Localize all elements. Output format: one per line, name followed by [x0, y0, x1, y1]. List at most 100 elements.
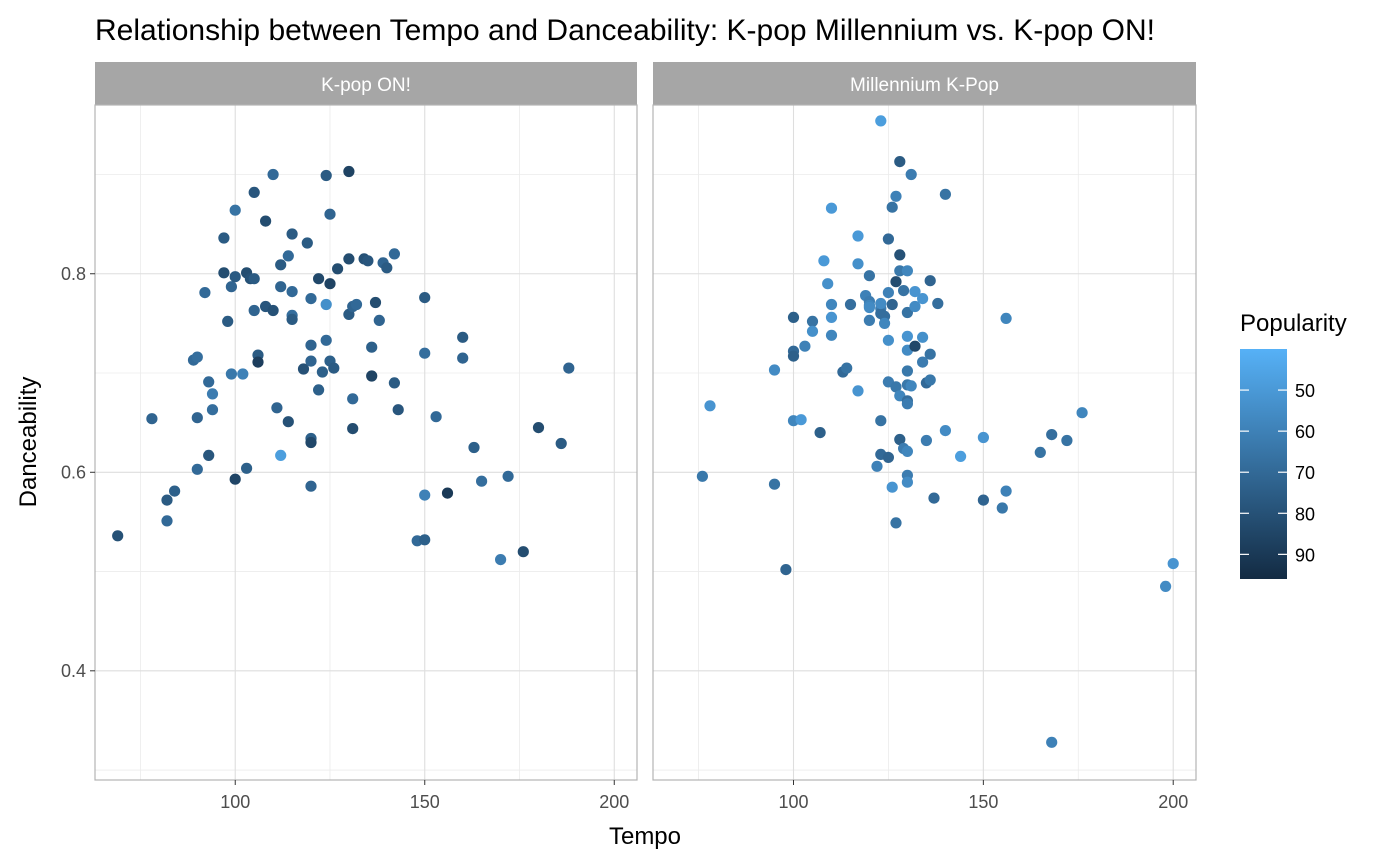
data-point	[939, 188, 952, 200]
legend-colorbar	[1240, 349, 1287, 579]
data-point	[924, 348, 936, 360]
data-point	[768, 478, 781, 490]
data-point	[1000, 485, 1012, 497]
data-point	[146, 413, 158, 425]
data-point	[799, 340, 811, 352]
data-point	[301, 237, 313, 249]
data-point	[996, 502, 1008, 514]
data-point	[863, 270, 876, 282]
legend-tick-label: 50	[1295, 381, 1315, 401]
data-point	[917, 331, 929, 343]
panel-grid-right	[653, 105, 1196, 780]
data-point	[822, 278, 834, 290]
y-axis: 0.4 0.6 0.8	[61, 264, 95, 681]
data-point	[1046, 429, 1058, 441]
data-point	[267, 168, 279, 181]
x-tick-label: 100	[778, 792, 808, 812]
x-tick-label: 100	[220, 792, 250, 812]
data-point	[502, 470, 514, 482]
data-point	[909, 286, 921, 298]
data-point	[882, 287, 895, 299]
data-point	[806, 315, 819, 327]
data-point	[419, 534, 431, 546]
data-point	[362, 255, 374, 267]
data-point	[787, 311, 800, 323]
facet-strip-label-left: K-pop ON!	[321, 75, 411, 96]
data-point	[901, 476, 914, 488]
data-point	[901, 398, 914, 410]
data-point	[191, 463, 203, 475]
data-point	[347, 393, 359, 405]
data-point	[305, 480, 317, 492]
data-point	[316, 366, 328, 378]
data-point	[875, 297, 887, 310]
data-point	[286, 228, 298, 240]
data-point	[305, 355, 317, 367]
data-point	[313, 273, 325, 285]
data-point	[419, 489, 431, 501]
legend-tick-label: 70	[1295, 463, 1315, 483]
data-point	[468, 441, 480, 454]
x-axis-title: Tempo	[609, 823, 681, 850]
data-point	[305, 293, 317, 305]
data-point	[320, 169, 332, 182]
data-point	[328, 362, 340, 374]
x-axis: 100 150 200 100 150 200	[220, 780, 1188, 812]
data-point	[222, 315, 234, 327]
data-point	[419, 292, 431, 304]
data-point	[1061, 434, 1073, 447]
data-point	[825, 329, 838, 341]
panel-border-left	[94, 104, 638, 781]
data-point	[939, 425, 952, 437]
data-point	[343, 165, 355, 178]
data-point	[286, 313, 298, 325]
panel-points-right	[696, 115, 1179, 748]
data-point	[882, 334, 895, 346]
data-point	[924, 275, 936, 287]
data-point	[871, 460, 883, 472]
chart-title: Relationship between Tempo and Danceabil…	[95, 14, 1155, 47]
data-point	[780, 564, 792, 576]
panel-grid-left	[95, 105, 637, 780]
data-point	[203, 376, 215, 388]
data-point	[252, 356, 264, 368]
data-point	[275, 449, 287, 461]
legend-ticks: 50 60 70 80 90	[1240, 381, 1315, 565]
data-point	[852, 385, 864, 397]
data-point	[909, 340, 921, 352]
data-point	[286, 286, 298, 298]
data-point	[955, 450, 967, 462]
data-point	[894, 156, 906, 168]
x-tick-label: 150	[410, 792, 440, 812]
data-point	[875, 415, 887, 427]
data-point	[260, 215, 272, 227]
data-point	[814, 427, 826, 439]
data-point	[324, 278, 336, 290]
data-point	[917, 356, 929, 368]
data-point	[901, 330, 914, 342]
data-point	[875, 115, 887, 127]
data-point	[495, 554, 507, 566]
data-point	[917, 293, 929, 305]
data-point	[1076, 407, 1088, 419]
data-point	[920, 434, 933, 447]
data-point	[818, 255, 830, 267]
panel-border-right	[652, 104, 1197, 781]
data-point	[852, 230, 864, 242]
data-point	[373, 314, 385, 326]
data-point	[476, 475, 488, 487]
data-point	[324, 208, 336, 220]
legend-title: Popularity	[1240, 310, 1347, 337]
data-point	[248, 273, 260, 285]
y-tick-label: 0.4	[61, 661, 86, 681]
y-axis-title: Danceability	[15, 377, 42, 508]
data-point	[894, 249, 906, 261]
data-point	[555, 437, 567, 450]
data-point	[882, 451, 895, 463]
legend-tick-label: 80	[1295, 504, 1315, 524]
data-point	[343, 253, 355, 265]
data-point	[901, 306, 914, 319]
data-point	[894, 433, 906, 446]
data-point	[366, 370, 378, 382]
